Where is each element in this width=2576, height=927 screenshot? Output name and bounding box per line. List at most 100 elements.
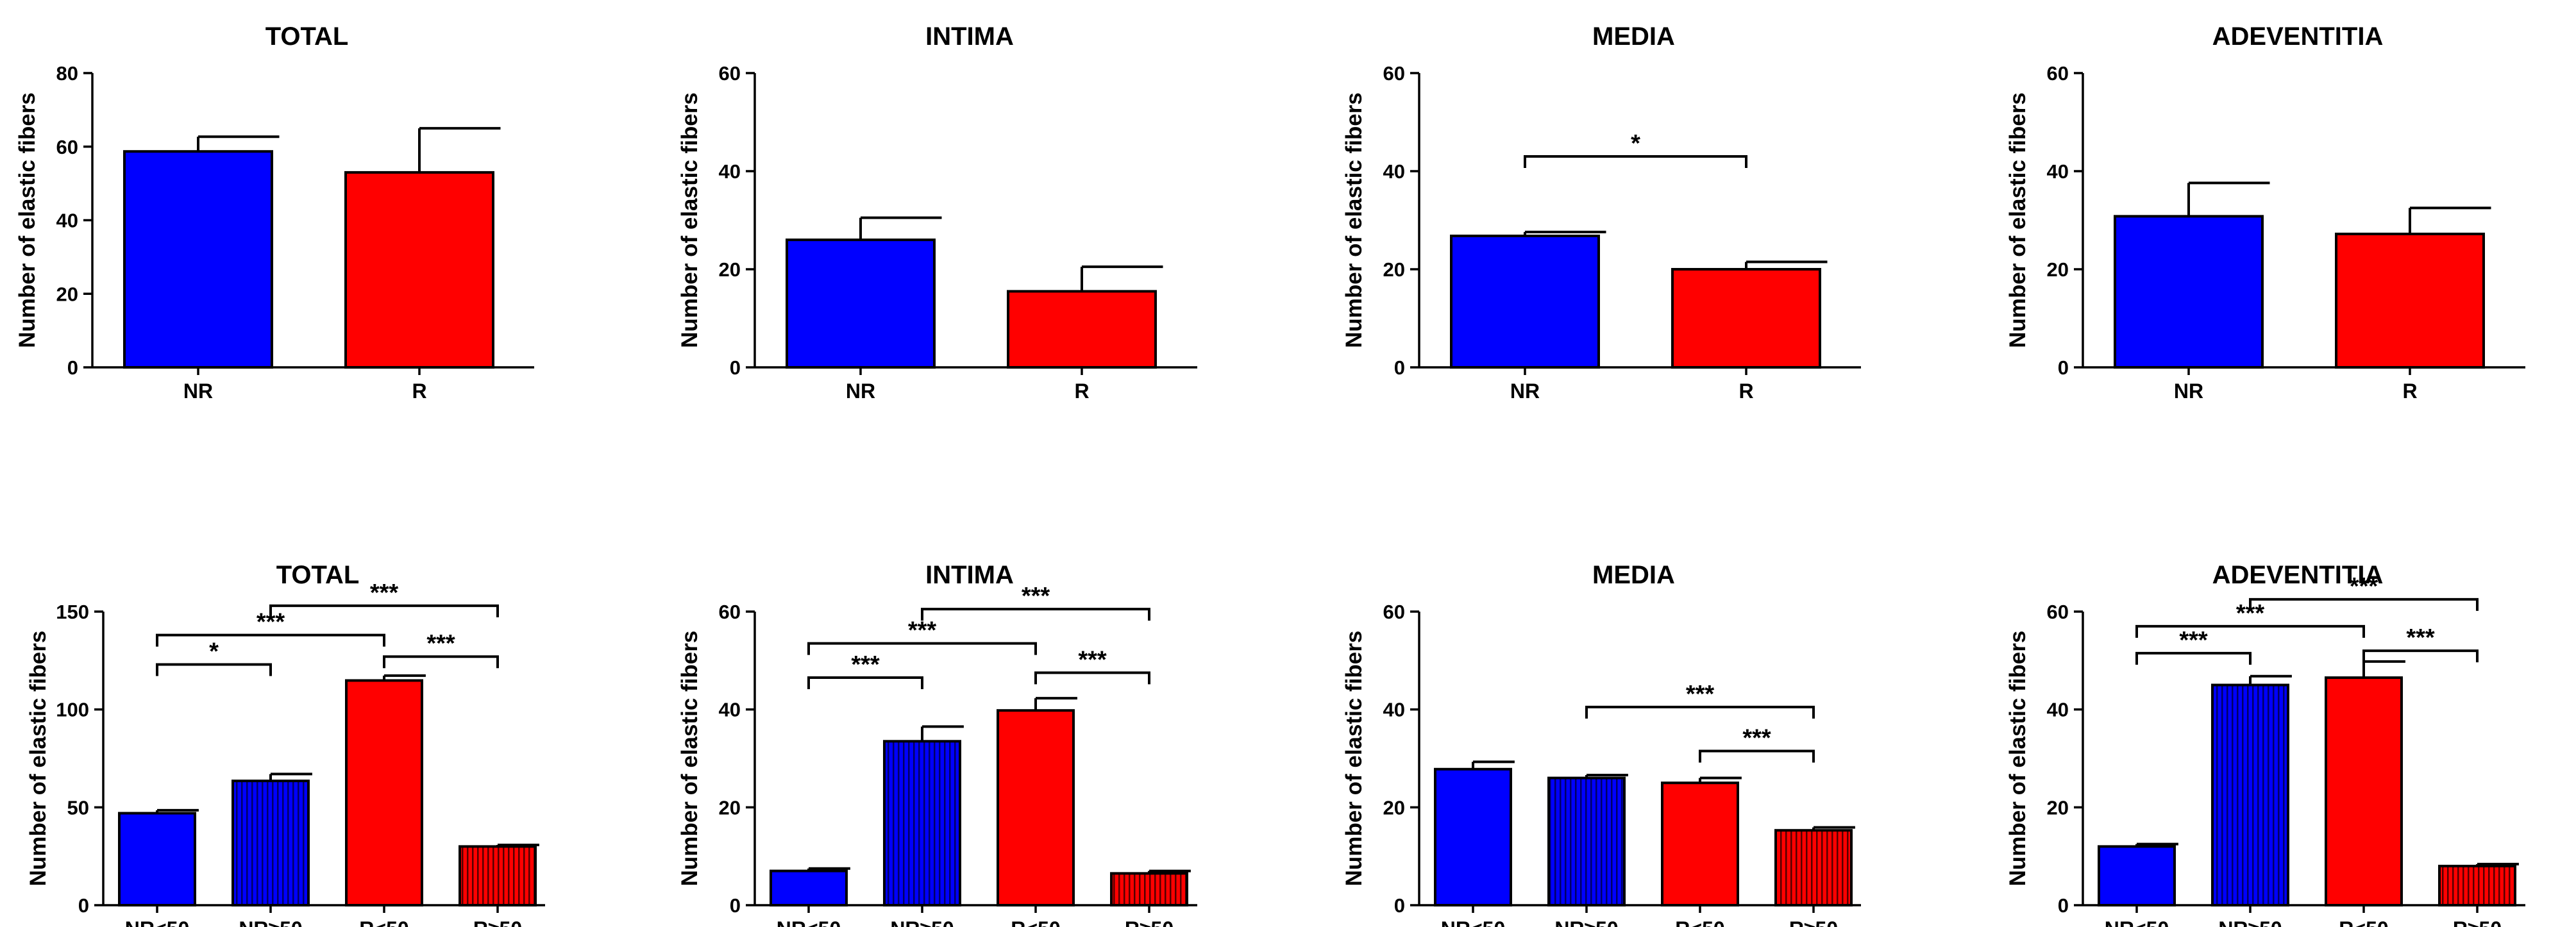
x-tick-label: R<50 <box>1011 917 1060 927</box>
bar-R<50 <box>997 709 1075 907</box>
y-tick-label: 40 <box>719 699 741 721</box>
x-tick-label: NR <box>2174 380 2203 403</box>
x-tick-label: NR≥50 <box>1554 917 1618 927</box>
x-tick-label: NR<50 <box>777 917 841 927</box>
bar-NR≥50 <box>232 780 310 906</box>
significance-bracket <box>807 642 1037 655</box>
y-tick-label: 0 <box>2058 894 2069 917</box>
significance-label: *** <box>908 617 937 644</box>
y-tick-label: 60 <box>2047 62 2069 85</box>
bar-NR<50 <box>770 869 848 906</box>
y-tick-label: 0 <box>2058 356 2069 379</box>
y-tick-label: 50 <box>67 796 89 819</box>
y-axis-label: Number of elastic fibers <box>26 631 51 887</box>
y-axis-label: Number of elastic fibers <box>677 631 702 887</box>
chart-panel-7: MEDIA Number of elastic fibers 0 20 40 60 NR<5… <box>1342 561 1861 927</box>
significance-bracket <box>2362 649 2479 663</box>
chart-title: ADEVENTITIA <box>2212 22 2384 51</box>
y-tick-label: 20 <box>56 283 78 305</box>
bar-NR≥50 <box>883 740 961 906</box>
chart-panel-8: ADEVENTITIA Number of elastic fibers 0 20 40… <box>2005 561 2525 927</box>
x-tick-label: R≥50 <box>1789 917 1838 927</box>
significance-bracket <box>269 604 499 617</box>
significance-bracket <box>2249 597 2479 611</box>
bar-R <box>1671 268 1821 369</box>
significance-label: *** <box>370 580 399 606</box>
significance-label: *** <box>2179 627 2208 654</box>
chart-panel-4: ADEVENTITIA Number of elastic fibers 0 20 40… <box>2005 22 2525 403</box>
significance-bracket <box>156 663 272 676</box>
y-axis-label: Number of elastic fibers <box>1342 92 1367 348</box>
y-tick-label: 0 <box>1394 356 1405 379</box>
chart-title: INTIMA <box>925 561 1014 589</box>
y-tick-label: 20 <box>1383 258 1405 281</box>
chart-panel-2: INTIMA Number of elastic fibers 0 20 40 60 NR R <box>677 22 1197 403</box>
y-axis-label: Number of elastic fibers <box>1342 631 1367 887</box>
bar-R<50 <box>345 679 423 906</box>
y-axis-label: Number of elastic fibers <box>2005 92 2030 348</box>
x-tick-label: R≥50 <box>473 917 522 927</box>
y-tick-label: 20 <box>1383 796 1405 819</box>
y-tick-label: 40 <box>719 160 741 183</box>
x-tick-label: R <box>1738 380 1753 403</box>
significance-label: *** <box>2350 573 2378 600</box>
chart-title: MEDIA <box>1592 561 1675 589</box>
bar-NR≥50 <box>2211 683 2289 906</box>
bar-R <box>1007 290 1157 369</box>
x-tick-label: NR≥50 <box>239 917 302 927</box>
y-tick-label: 0 <box>67 356 78 379</box>
y-axis-label: Number of elastic fibers <box>15 92 40 348</box>
bar-NR<50 <box>2098 845 2176 907</box>
bar-NR <box>2114 215 2264 369</box>
x-tick-label: R <box>2402 380 2417 403</box>
bar-NR <box>1450 234 1600 369</box>
chart-panel-1: TOTAL Number of elastic fibers 0 20 40 60 80 NR… <box>15 22 534 403</box>
bar-R≥50 <box>2438 864 2516 907</box>
y-tick-label: 40 <box>56 210 78 232</box>
x-tick-label: NR<50 <box>125 917 190 927</box>
y-tick-label: 60 <box>719 601 741 623</box>
chart-title: TOTAL <box>276 561 360 589</box>
chart-title: ADEVENTITIA <box>2212 561 2384 589</box>
bar-R<50 <box>2325 676 2403 907</box>
x-tick-label: NR<50 <box>1441 917 1506 927</box>
chart-panel-3: MEDIA Number of elastic fibers 0 20 40 60 NR R * <box>1342 22 1861 403</box>
significance-bracket <box>921 608 1150 621</box>
x-tick-label: NR <box>183 380 213 403</box>
x-tick-label: R≥50 <box>2453 917 2502 927</box>
significance-bracket <box>807 676 923 690</box>
significance-label: *** <box>1078 646 1107 673</box>
y-tick-label: 20 <box>719 796 741 819</box>
y-axis-label: Number of elastic fibers <box>677 92 702 348</box>
y-tick-label: 40 <box>2047 160 2069 183</box>
x-tick-label: R≥50 <box>1125 917 1174 927</box>
x-tick-label: R<50 <box>359 917 408 927</box>
bar-NR≥50 <box>1547 776 1626 906</box>
x-tick-label: NR<50 <box>2105 917 2169 927</box>
significance-bracket <box>156 633 385 647</box>
y-tick-label: 0 <box>78 894 89 917</box>
bar-NR <box>123 150 273 369</box>
y-tick-label: 0 <box>730 894 741 917</box>
x-tick-label: R<50 <box>1675 917 1724 927</box>
x-tick-label: R <box>412 380 426 403</box>
significance-bracket <box>1585 705 1815 719</box>
bar-R <box>2335 232 2485 369</box>
y-tick-label: 150 <box>56 601 89 623</box>
bar-R≥50 <box>1110 872 1188 906</box>
y-tick-label: 20 <box>719 258 741 281</box>
chart-title: TOTAL <box>265 22 349 51</box>
bar-NR<50 <box>118 812 196 906</box>
significance-bracket <box>1034 671 1150 685</box>
significance-label: *** <box>851 651 880 678</box>
y-tick-label: 0 <box>730 356 741 379</box>
significance-bracket <box>2135 624 2365 638</box>
chart-panel-5: TOTAL Number of elastic fibers 0 50 100 150 NR… <box>26 561 545 927</box>
y-tick-label: 60 <box>1383 601 1405 623</box>
bar-R <box>344 171 494 369</box>
significance-label: * <box>1631 130 1640 157</box>
significance-label: *** <box>1686 681 1715 708</box>
y-tick-label: 20 <box>2047 796 2069 819</box>
significance-bracket <box>1524 155 1747 169</box>
y-tick-label: 40 <box>2047 699 2069 721</box>
